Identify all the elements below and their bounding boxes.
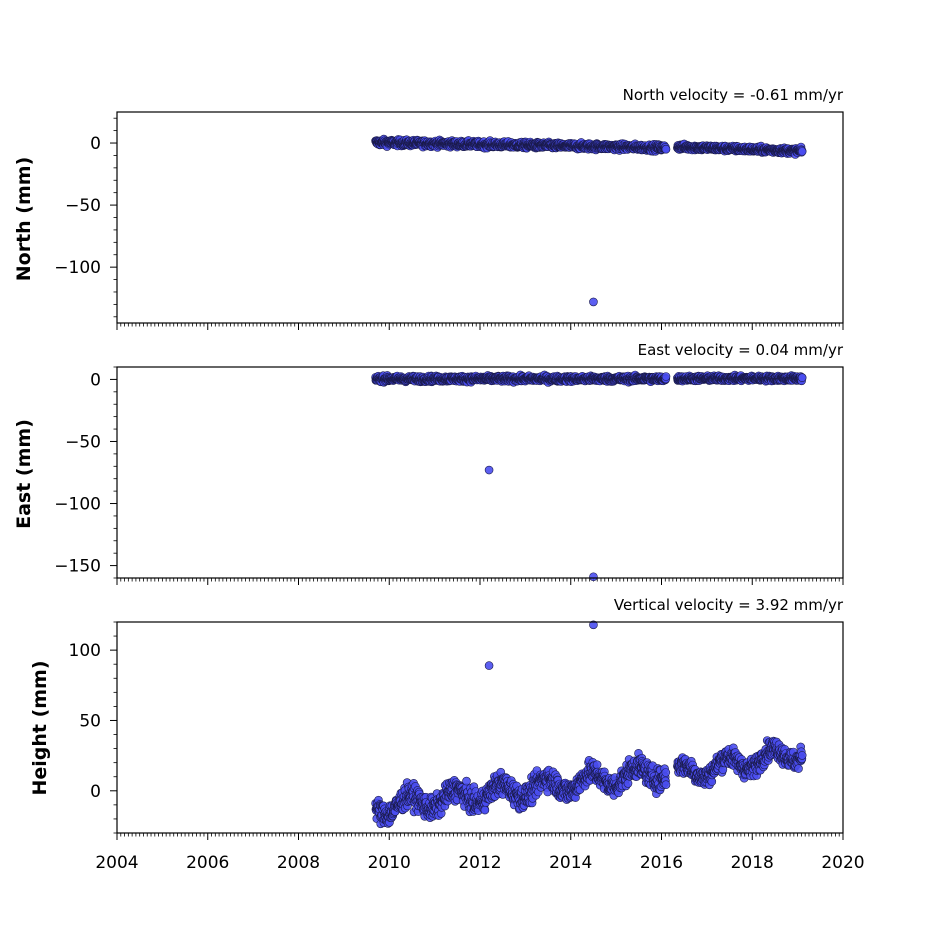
x-tick-label: 2012 — [458, 853, 501, 873]
x-tick-label: 2004 — [95, 853, 138, 873]
data-point — [661, 768, 671, 777]
data-point — [661, 372, 671, 381]
x-tick-label: 2018 — [731, 853, 774, 873]
x-tick-label: 2016 — [640, 853, 683, 873]
north-panel: North velocity = -0.61 mm/yr North (mm) … — [13, 86, 844, 330]
data-point — [480, 805, 490, 815]
data-point — [623, 779, 633, 788]
outlier-point — [589, 572, 598, 582]
x-tick-label: 2010 — [368, 853, 411, 873]
y-tick-label: −50 — [65, 432, 101, 452]
data-point — [797, 373, 807, 383]
y-tick-label: 0 — [90, 782, 101, 802]
outlier-point — [589, 297, 598, 307]
data-point — [797, 147, 807, 156]
x-tick-label: 2020 — [821, 853, 864, 873]
y-tick-label: 50 — [79, 711, 101, 731]
y-tick-label: −100 — [54, 258, 101, 278]
y-tick-label: 100 — [69, 641, 101, 661]
y-tick-label: −50 — [65, 196, 101, 216]
x-tick-label: 2014 — [549, 853, 592, 873]
east-axis-title: East (mm) — [13, 419, 35, 529]
vertical-velocity-label: Vertical velocity = 3.92 mm/yr — [614, 596, 844, 614]
plot-frame — [116, 111, 844, 324]
data-point — [462, 776, 471, 786]
y-tick-label: 0 — [90, 370, 101, 390]
y-tick-label: −150 — [54, 557, 101, 577]
north-axis-title: North (mm) — [13, 157, 35, 282]
data-point — [661, 144, 671, 154]
x-tick-label: 2008 — [277, 853, 320, 873]
outlier-point — [484, 465, 494, 475]
height-panel: Vertical velocity = 3.92 mm/yr Height (m… — [29, 596, 865, 873]
data-point — [592, 760, 602, 770]
y-tick-label: −100 — [54, 495, 101, 515]
y-tick-label: 0 — [90, 134, 101, 154]
height-axis-title: Height (mm) — [29, 660, 51, 795]
north-velocity-label: North velocity = -0.61 mm/yr — [623, 86, 844, 104]
data-point — [661, 780, 671, 790]
x-tick-label: 2006 — [186, 853, 229, 873]
east-velocity-label: East velocity = 0.04 mm/yr — [638, 341, 844, 359]
east-panel: East velocity = 0.04 mm/yr East (mm) 0 −5… — [13, 341, 844, 585]
plot-frame — [116, 366, 844, 579]
